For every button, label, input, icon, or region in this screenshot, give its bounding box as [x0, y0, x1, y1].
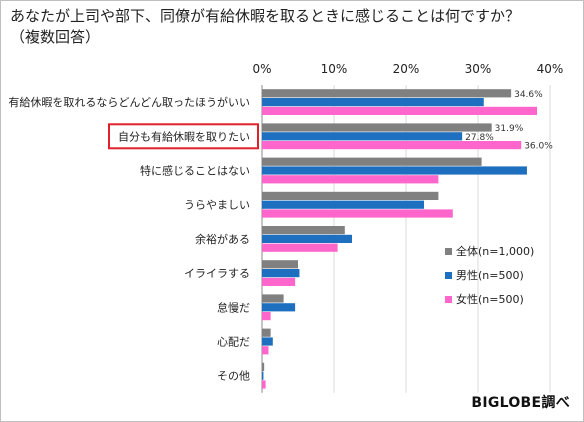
- bar: [262, 234, 352, 243]
- legend-swatch: [445, 296, 452, 303]
- x-tick-label: 40%: [537, 62, 564, 76]
- x-tick-label: 10%: [321, 62, 348, 76]
- category-label: 有給休暇を取れるならどんどん取ったほうがいい: [8, 95, 250, 109]
- bar: [262, 166, 527, 175]
- bar: [262, 157, 482, 166]
- x-tick-label: 30%: [465, 62, 492, 76]
- category-label: 自分も有給休暇を取りたい: [118, 129, 250, 143]
- bar: [262, 380, 266, 389]
- bar: [262, 132, 463, 141]
- category-label: 怠慢だ: [217, 300, 250, 314]
- bar: [262, 243, 338, 252]
- data-label: 27.8%: [465, 133, 494, 143]
- bar: [262, 260, 298, 269]
- bar: [262, 89, 512, 98]
- legend-swatch: [445, 272, 452, 279]
- bar: [262, 346, 269, 355]
- data-label: 31.9%: [495, 124, 524, 134]
- legend-label: 男性(n=500): [456, 268, 524, 282]
- legend-label: 女性(n=500): [456, 292, 524, 306]
- legend-swatch: [445, 248, 452, 255]
- source-note: BIGLOBE調べ: [471, 395, 570, 411]
- data-label: 34.6%: [514, 90, 543, 100]
- bar: [262, 106, 538, 115]
- bar: [262, 200, 424, 209]
- bar: [262, 337, 273, 346]
- bar: [262, 98, 484, 107]
- bar: [262, 277, 296, 286]
- bar: [262, 303, 296, 312]
- x-tick-label: 0%: [252, 62, 271, 76]
- bar: [262, 312, 271, 321]
- category-label: 余裕がある: [195, 232, 250, 246]
- category-label: うらやましい: [184, 199, 250, 212]
- bar: [262, 191, 439, 200]
- bar: [262, 294, 284, 303]
- category-label: その他: [217, 370, 250, 383]
- title-line-2: （複数回答）: [10, 28, 101, 46]
- category-label: イライラする: [184, 267, 250, 280]
- bar: [262, 175, 439, 184]
- bar: [262, 209, 453, 218]
- bar: [262, 362, 265, 371]
- category-label: 特に感じることはない: [140, 164, 250, 178]
- chart-title: あなたが上司や部下、同僚が有給休暇を取るときに感じることは何ですか？ （複数回答…: [10, 6, 580, 48]
- bar: [262, 269, 300, 278]
- x-tick-label: 20%: [393, 62, 420, 76]
- bar: [262, 123, 492, 132]
- bar: [262, 141, 522, 150]
- highlight-box: [108, 123, 259, 150]
- category-label: 心配だ: [217, 336, 250, 349]
- legend-label: 全体(n=1,000): [456, 244, 534, 258]
- bar: [262, 371, 264, 380]
- title-line-1: あなたが上司や部下、同僚が有給休暇を取るときに感じることは何ですか？: [10, 7, 521, 25]
- bar: [262, 226, 345, 235]
- data-label: 36.0%: [524, 142, 553, 152]
- bar: [262, 328, 271, 337]
